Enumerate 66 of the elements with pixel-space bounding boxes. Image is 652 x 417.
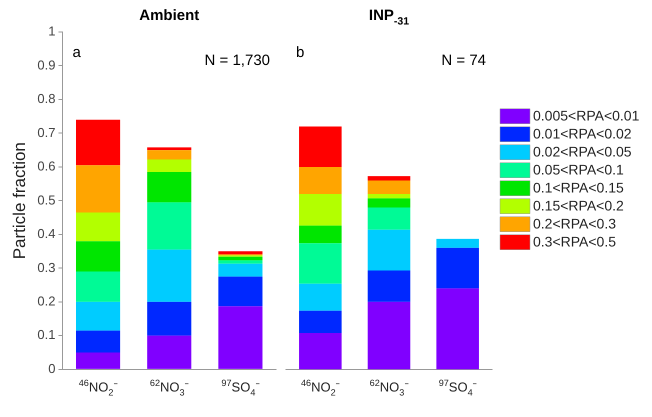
legend-label: 0.02<RPA<0.05: [533, 144, 632, 160]
bar: [299, 332, 342, 370]
bar: [76, 352, 120, 369]
bar: [76, 212, 120, 242]
bar: [368, 180, 410, 194]
bar: [147, 150, 192, 160]
bar: [76, 302, 120, 331]
bar: [218, 276, 262, 306]
bar: [368, 176, 410, 180]
legend-label: 0.15<RPA<0.2: [533, 198, 624, 214]
bar: [147, 250, 192, 302]
bar: [436, 288, 479, 370]
bar: [299, 284, 342, 311]
legend-label: 0.2<RPA<0.3: [533, 216, 616, 232]
bar: [299, 310, 342, 333]
legend-label: 0.005<RPA<0.01: [533, 108, 640, 124]
bar: [147, 202, 192, 250]
y-tick-label: 0.6: [37, 158, 56, 174]
legend-label: 0.3<RPA<0.5: [533, 234, 616, 250]
bar: [436, 238, 479, 248]
bar: [299, 126, 342, 167]
bar: [147, 172, 192, 202]
legend-label: 0.1<RPA<0.15: [533, 180, 624, 196]
bar: [299, 226, 342, 244]
y-tick-label: 0.5: [37, 192, 56, 208]
y-tick-label: 0.3: [37, 260, 56, 275]
bar: [299, 194, 342, 226]
bar: [147, 336, 192, 369]
bar: [368, 270, 410, 302]
y-axis-title: Particle fraction: [10, 142, 29, 260]
bar: [299, 166, 342, 194]
bar: [368, 302, 410, 370]
y-tick-label: 0.8: [37, 91, 56, 106]
bar: [218, 306, 262, 369]
legend-label: 0.01<RPA<0.02: [533, 126, 632, 142]
y-tick-label: 0.1: [37, 327, 56, 342]
annotation: N = 1,730: [204, 52, 270, 69]
bar: [76, 330, 120, 353]
bar: [147, 160, 192, 172]
bar: [368, 194, 410, 198]
bar: [76, 165, 120, 213]
y-tick-label: 1: [48, 24, 56, 39]
bar: [436, 248, 479, 288]
y-tick-label: 0.9: [37, 57, 56, 72]
bar: [76, 120, 120, 166]
bar: [368, 207, 410, 230]
annotation: N = 74: [441, 52, 486, 69]
y-tick-label: 0.4: [37, 226, 56, 242]
bar: [368, 198, 410, 208]
bar: [368, 230, 410, 271]
bar: [299, 243, 342, 284]
bar: [76, 272, 120, 302]
bar: [147, 147, 192, 150]
bar: [218, 251, 262, 254]
y-tick-label: 0.7: [37, 124, 56, 140]
y-tick-label: 0.2: [37, 294, 56, 308]
annotation: b: [296, 44, 304, 61]
chart-title: Ambient: [139, 7, 200, 24]
bar: [218, 260, 262, 264]
y-tick-label: 0: [48, 360, 56, 376]
annotation: a: [72, 44, 82, 61]
bar: [218, 256, 262, 260]
bar: [218, 264, 262, 277]
bar: [147, 302, 192, 336]
bar: [76, 241, 120, 272]
legend-label: 0.05<RPA<0.1: [533, 162, 624, 178]
